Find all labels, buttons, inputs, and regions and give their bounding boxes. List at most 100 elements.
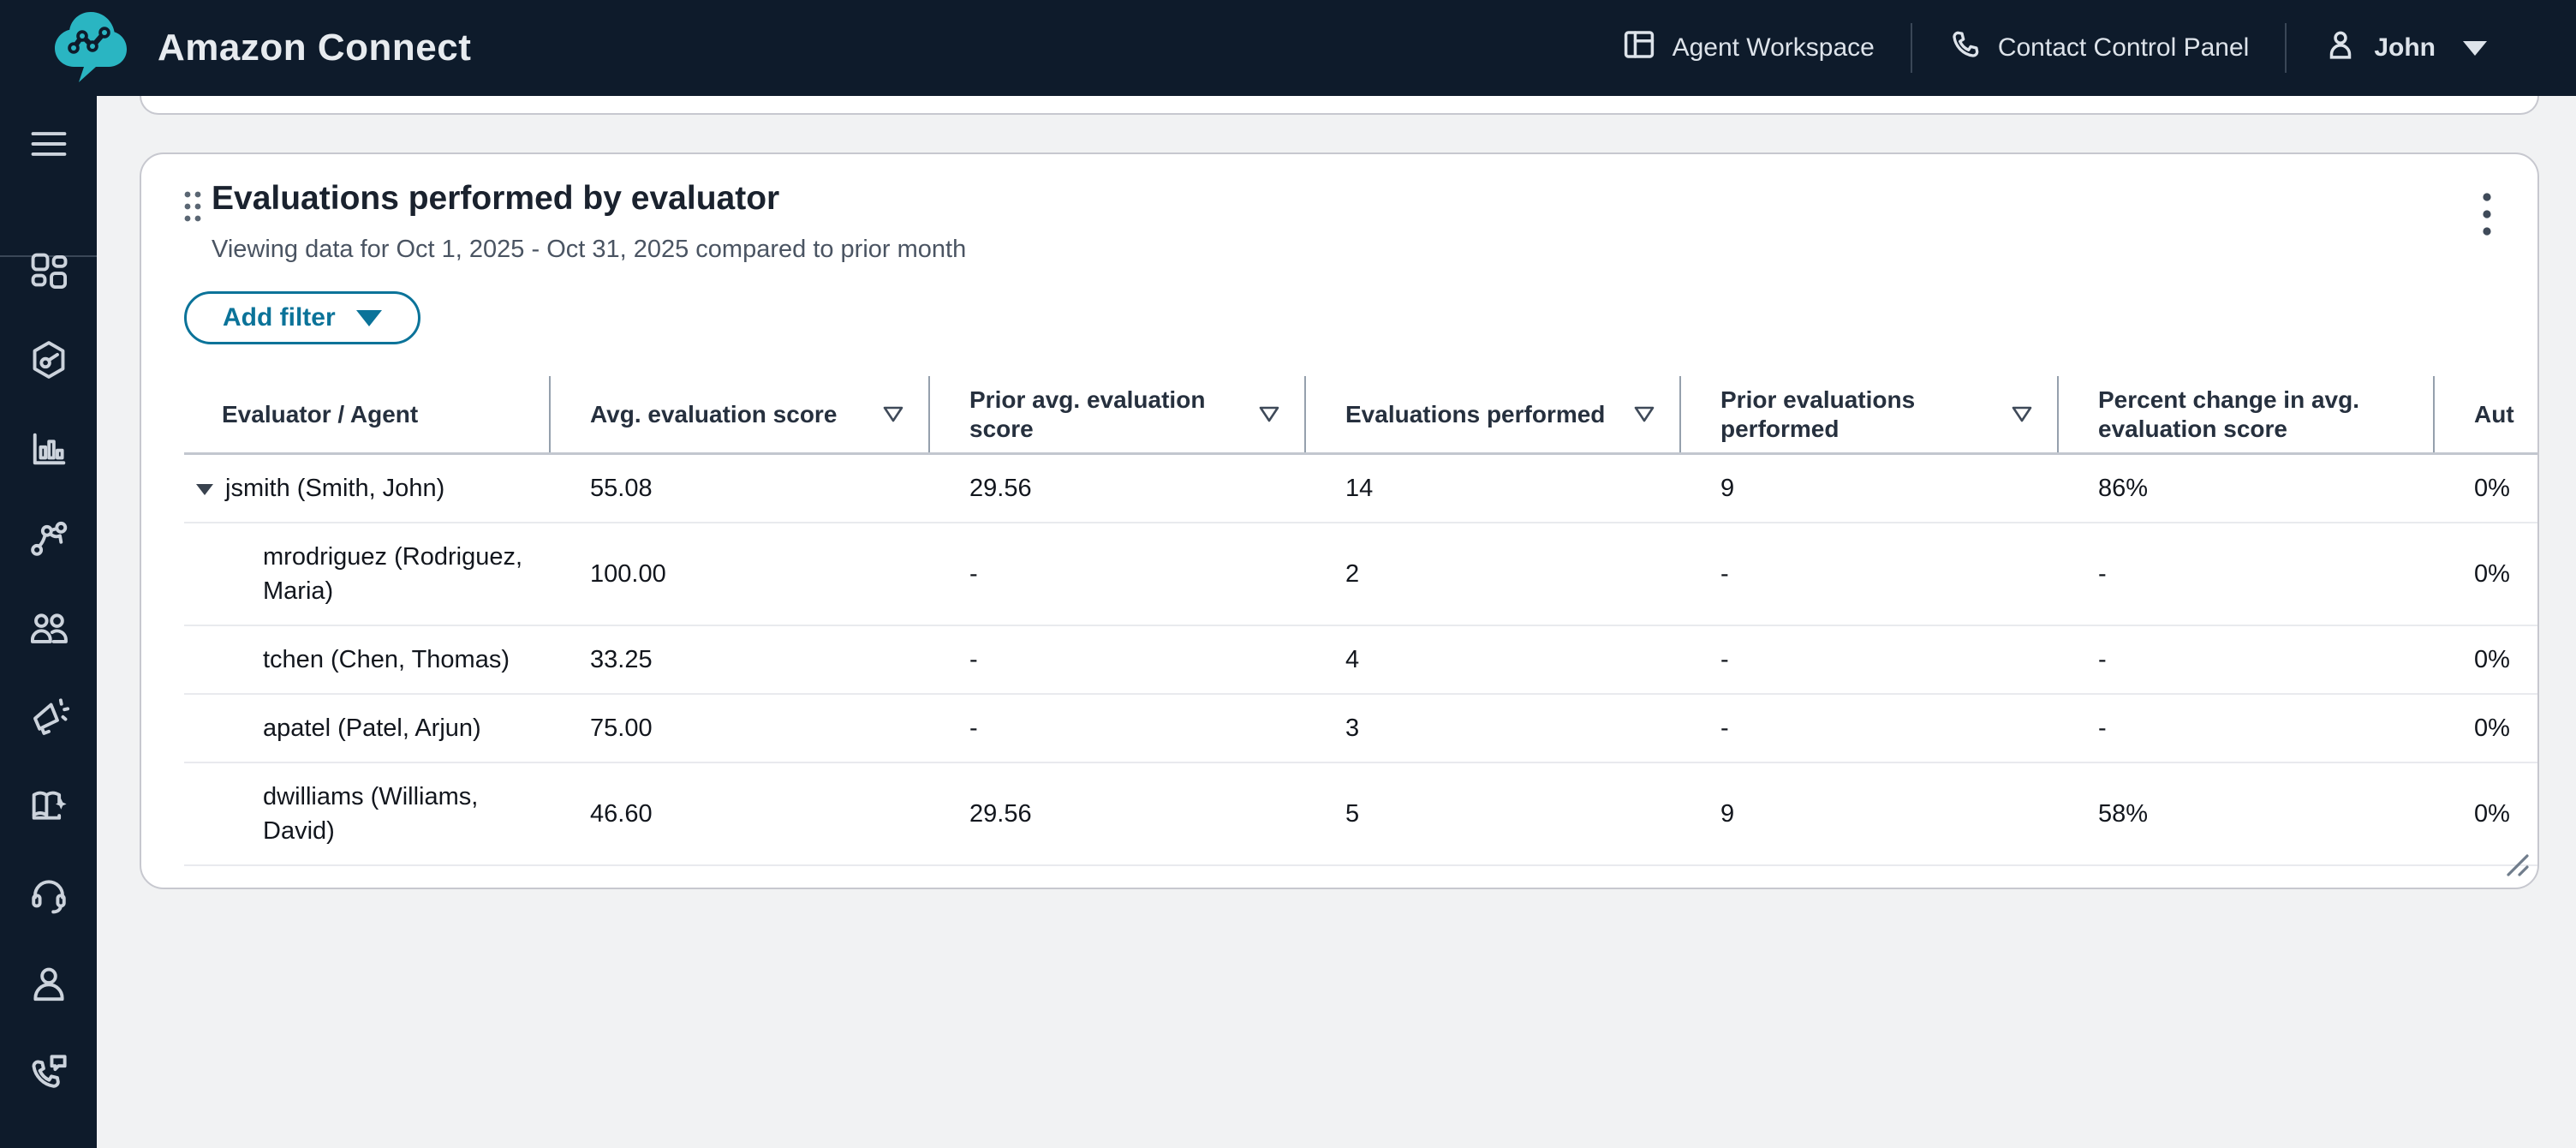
sidebar-item-users[interactable] bbox=[0, 598, 97, 660]
value-cell: 4 bbox=[1345, 646, 1360, 673]
value-cell: - bbox=[969, 715, 978, 742]
contact-control-panel-label: Contact Control Panel bbox=[1997, 33, 2250, 62]
value-cell: 5 bbox=[1345, 800, 1360, 828]
sidebar-menu-toggle[interactable] bbox=[0, 115, 97, 176]
top-bar: Amazon Connect Agent Workspace Contact C… bbox=[0, 0, 2576, 96]
value-cell: 0% bbox=[2435, 866, 2537, 888]
kebab-menu-icon[interactable] bbox=[2476, 185, 2498, 248]
value-cell: 0% bbox=[2474, 800, 2510, 828]
column-header-label: Aut bbox=[2474, 400, 2514, 428]
value-cell: - bbox=[1720, 646, 1729, 673]
value-cell: 29.56 bbox=[969, 475, 1032, 502]
value-cell: 86% bbox=[2098, 475, 2149, 502]
value-cell: - bbox=[2059, 866, 2435, 888]
sidebar-item-flows[interactable] bbox=[0, 509, 97, 571]
left-sidebar bbox=[0, 96, 97, 1148]
phone-icon bbox=[1948, 27, 1983, 69]
value-cell: - bbox=[2098, 560, 2107, 588]
column-header-label: Avg. evaluation score bbox=[590, 400, 838, 428]
drag-handle-icon[interactable] bbox=[181, 188, 205, 229]
sidebar-item-profile[interactable] bbox=[0, 954, 97, 1016]
value-cell: 1 bbox=[1306, 866, 1681, 888]
dashboard-icon bbox=[27, 248, 71, 297]
add-filter-button[interactable]: Add filter bbox=[184, 291, 420, 344]
expand-caret-icon[interactable] bbox=[193, 477, 217, 501]
headset-icon bbox=[27, 872, 71, 921]
table-body: jsmith (Smith, John) 55.08 29.56 14 9 86% 0% mr… bbox=[184, 455, 2537, 888]
chevron-down-icon bbox=[2463, 40, 2487, 56]
column-header: Percent change in avg. evaluation score bbox=[2059, 376, 2435, 452]
column-header: Evaluator / Agent bbox=[184, 376, 551, 452]
filter-icon[interactable] bbox=[2009, 402, 2035, 428]
value-cell: 58% bbox=[2098, 800, 2149, 828]
table-row: jsmith (Smith, John) 55.08 29.56 14 9 86% 0% bbox=[184, 455, 2537, 523]
value-cell: 29.56 bbox=[969, 800, 1032, 828]
column-header-label: Percent change in avg. evaluation score bbox=[2098, 386, 2359, 442]
sidebar-item-dashboard[interactable] bbox=[0, 242, 97, 303]
value-cell: 0% bbox=[2474, 560, 2510, 588]
sidebar-item-routing[interactable] bbox=[0, 331, 97, 392]
sidebar-item-knowledge[interactable] bbox=[0, 776, 97, 838]
brand: Amazon Connect bbox=[0, 5, 471, 92]
evaluator-name-cell: jbaker (Barnes, Jill) bbox=[184, 866, 551, 888]
column-header: Avg. evaluation score bbox=[551, 376, 930, 452]
evaluations-widget-card: Evaluations performed by evaluator Viewi… bbox=[140, 152, 2539, 889]
column-header-label: Prior evaluations performed bbox=[1720, 386, 1916, 442]
value-cell: 46.60 bbox=[590, 800, 653, 828]
value-cell: 0% bbox=[2474, 715, 2510, 742]
person-icon bbox=[27, 961, 71, 1010]
evaluator-name-cell: jsmith (Smith, John) bbox=[184, 455, 551, 522]
phone-chat-icon bbox=[27, 1050, 71, 1099]
resize-handle-icon[interactable] bbox=[2498, 846, 2531, 882]
chevron-down-icon bbox=[355, 309, 382, 326]
column-header: Evaluations performed bbox=[1306, 376, 1681, 452]
menu-icon bbox=[27, 122, 71, 170]
top-navigation: Agent Workspace Contact Control Panel Jo… bbox=[1585, 23, 2576, 73]
column-header-label: Prior avg. evaluation score bbox=[969, 386, 1206, 442]
filter-icon[interactable] bbox=[1631, 402, 1657, 428]
table-row: apatel (Patel, Arjun) 75.00 - 3 - - 0% bbox=[184, 695, 2537, 763]
value-cell: 55.08 bbox=[590, 475, 653, 502]
value-cell: 33.25 bbox=[590, 646, 653, 673]
value-cell: - bbox=[930, 866, 1306, 888]
value-cell: 9 bbox=[1720, 800, 1735, 828]
previous-card-bottom bbox=[140, 96, 2539, 115]
book-sparkle-icon bbox=[27, 783, 71, 832]
agent-workspace-link[interactable]: Agent Workspace bbox=[1585, 27, 1911, 69]
user-menu[interactable]: John bbox=[2287, 27, 2523, 69]
evaluator-name: mrodriguez (Rodriguez, Maria) bbox=[263, 543, 523, 605]
topnav-divider bbox=[1910, 23, 1912, 73]
value-cell: - bbox=[969, 646, 978, 673]
value-cell: - bbox=[1720, 715, 1729, 742]
evaluations-table: Evaluator / Agent Avg. evaluation score Pr… bbox=[184, 376, 2537, 888]
value-cell: - bbox=[2098, 715, 2107, 742]
column-header-label: Evaluator / Agent bbox=[222, 400, 419, 428]
value-cell: - bbox=[969, 560, 978, 588]
filter-icon[interactable] bbox=[1256, 402, 1282, 428]
flow-branch-icon bbox=[27, 516, 71, 565]
sidebar-item-analytics[interactable] bbox=[0, 420, 97, 481]
evaluator-name-cell: tchen (Chen, Thomas) bbox=[184, 626, 551, 693]
evaluator-name: tchen (Chen, Thomas) bbox=[263, 646, 510, 673]
column-header: Prior avg. evaluation score bbox=[930, 376, 1306, 452]
user-name: John bbox=[2374, 33, 2436, 62]
column-header-label: Evaluations performed bbox=[1345, 400, 1606, 428]
evaluator-name: apatel (Patel, Arjun) bbox=[263, 715, 481, 742]
evaluator-name: jsmith (Smith, John) bbox=[225, 475, 445, 502]
value-cell: 9 bbox=[1720, 475, 1735, 502]
value-cell: 14 bbox=[1345, 475, 1374, 502]
megaphone-icon bbox=[27, 694, 71, 743]
users-icon bbox=[27, 605, 71, 654]
sidebar-item-contact-control[interactable] bbox=[0, 865, 97, 927]
filter-icon[interactable] bbox=[880, 402, 906, 428]
value-cell: 2 bbox=[1345, 560, 1360, 588]
workspace-icon bbox=[1621, 27, 1657, 69]
evaluator-name-cell: dwilliams (Williams, David) bbox=[184, 763, 551, 864]
value-cell: - bbox=[1720, 560, 1729, 588]
sidebar-item-contacts[interactable] bbox=[0, 1043, 97, 1105]
sidebar-item-campaigns[interactable] bbox=[0, 687, 97, 749]
table-row: dwilliams (Williams, David) 46.60 29.56 5 9 5… bbox=[184, 763, 2537, 866]
contact-control-panel-link[interactable]: Contact Control Panel bbox=[1912, 27, 2286, 69]
add-filter-label: Add filter bbox=[223, 303, 336, 332]
value-cell: 100.00 bbox=[590, 560, 666, 588]
